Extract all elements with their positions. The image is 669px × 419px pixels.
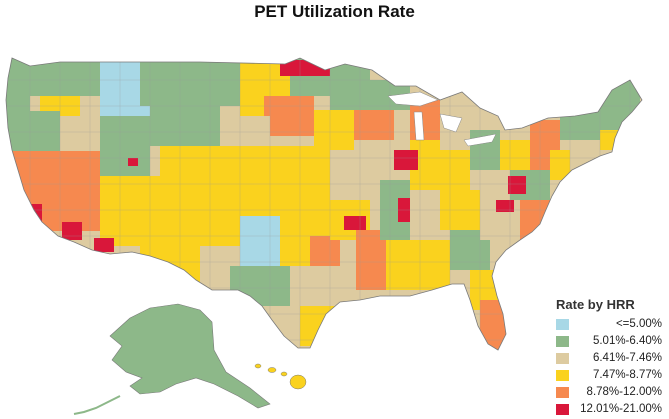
- alaska-inset: [109, 303, 271, 409]
- legend: Rate by HRR <=5.00% 5.01%-6.40% 6.41%-7.46…: [556, 297, 666, 419]
- region: [160, 146, 240, 206]
- region: [570, 140, 600, 170]
- region: [600, 80, 640, 130]
- lake-superior: [387, 91, 439, 107]
- region: [280, 60, 330, 76]
- region: [62, 222, 82, 240]
- region: [240, 116, 270, 146]
- lake-michigan: [413, 111, 425, 141]
- region: [264, 96, 314, 136]
- us-outline: [5, 57, 643, 351]
- legend-label: 7.47%-8.77%: [592, 369, 662, 381]
- region: [100, 116, 150, 176]
- legend-swatch: [556, 336, 569, 347]
- region: [394, 150, 418, 170]
- region: [230, 266, 290, 306]
- region: [508, 176, 526, 194]
- legend-item: 5.01%-6.40%: [556, 334, 666, 351]
- region: [320, 266, 350, 306]
- legend-item: 12.01%-21.00%: [556, 402, 666, 419]
- legend-item: <=5.00%: [556, 317, 666, 334]
- region: [240, 216, 280, 266]
- region: [314, 110, 354, 150]
- region: [70, 58, 100, 96]
- contiguous-us: [6, 58, 642, 350]
- region: [600, 130, 630, 150]
- legend-title: Rate by HRR: [556, 297, 635, 312]
- hawaii-inset: [254, 363, 307, 390]
- region: [330, 60, 370, 110]
- region: [440, 150, 470, 190]
- region: [6, 111, 60, 151]
- region: [416, 240, 450, 290]
- legend-swatch: [556, 370, 569, 381]
- legend-item: 7.47%-8.77%: [556, 368, 666, 385]
- region: [240, 146, 330, 216]
- region: [94, 238, 114, 252]
- region: [140, 58, 240, 106]
- region: [60, 116, 100, 156]
- region: [500, 140, 530, 170]
- lake-erie: [463, 133, 497, 147]
- map-title: PET Utilization Rate: [254, 2, 415, 21]
- region: [330, 150, 380, 200]
- region: [128, 158, 138, 166]
- region: [150, 106, 220, 146]
- region: [386, 240, 416, 290]
- legend-label: 6.41%-7.46%: [592, 352, 662, 364]
- legend-label: <=5.00%: [615, 318, 662, 330]
- aleutian-islands: [73, 395, 121, 415]
- region: [520, 200, 550, 240]
- lake-huron: [439, 113, 463, 133]
- legend-swatch: [556, 319, 569, 330]
- legend-label: 12.01%-21.00%: [580, 403, 662, 415]
- region: [480, 300, 510, 350]
- region: [560, 100, 600, 140]
- region: [496, 200, 514, 212]
- region: [290, 266, 320, 306]
- legend-label: 5.01%-6.40%: [592, 335, 662, 347]
- legend-item: 8.78%-12.00%: [556, 385, 666, 402]
- region: [310, 236, 340, 266]
- region: [354, 110, 394, 140]
- region: [344, 216, 366, 230]
- legend-swatch: [556, 353, 569, 364]
- legend-swatch: [556, 404, 569, 415]
- legend-swatch: [556, 387, 569, 398]
- legend-label: 8.78%-12.00%: [586, 386, 662, 398]
- region: [410, 190, 440, 240]
- legend-item: 6.41%-7.46%: [556, 351, 666, 368]
